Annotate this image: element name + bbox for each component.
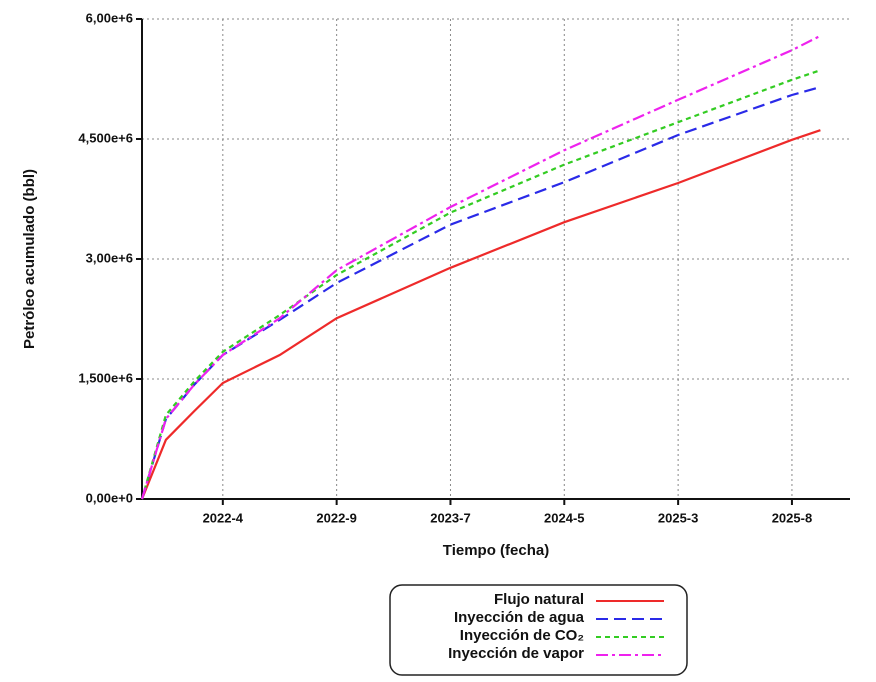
y-axis-label: Petróleo acumulado (bbl) [21, 169, 38, 349]
x-tick-label: 2024-5 [544, 510, 584, 525]
series-line [140, 34, 821, 500]
series-line [140, 85, 821, 500]
legend-label: Flujo natural [494, 591, 584, 608]
y-tick-label: 3,00e+6 [86, 250, 133, 265]
y-tick-label: 4,500e+6 [78, 130, 133, 145]
y-tick-label: 6,00e+6 [86, 10, 133, 25]
x-tick-label: 2022-4 [203, 510, 244, 525]
legend-label: Inyección de agua [454, 609, 585, 626]
y-tick-label: 0,00e+0 [86, 490, 133, 505]
x-tick-label: 2022-9 [316, 510, 356, 525]
legend-box [389, 584, 688, 676]
x-tick-label: 2023-7 [430, 510, 470, 525]
x-axis-label: Tiempo (fecha) [443, 542, 549, 559]
x-tick-label: 2025-8 [772, 510, 812, 525]
legend-label: Inyección de vapor [448, 645, 584, 662]
y-tick-label: 1,500e+6 [78, 370, 133, 385]
x-tick-label: 2025-3 [658, 510, 698, 525]
legend-label: Inyección de CO₂ [460, 627, 584, 644]
series-line [140, 129, 821, 500]
series-line [140, 69, 821, 500]
